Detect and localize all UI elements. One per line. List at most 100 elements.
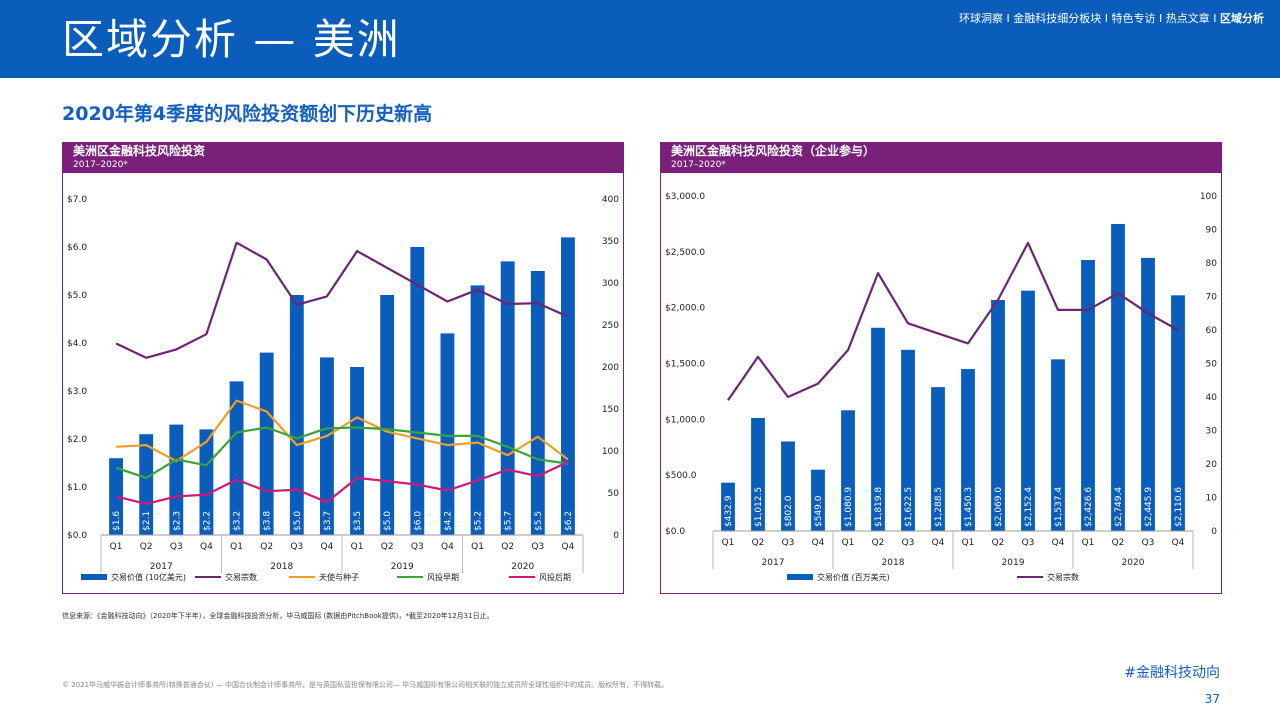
year-group-label: 2017 (762, 558, 785, 568)
series-line (115, 460, 569, 505)
x-tick-label: Q2 (501, 542, 514, 552)
year-group-label: 2019 (391, 562, 414, 572)
legend-label: 交易价值 (百万美元) (817, 572, 890, 582)
chart-title: 美洲区金融科技风险投资 (73, 144, 206, 158)
bar (440, 333, 455, 535)
nav-item[interactable]: 环球洞察 (959, 12, 1003, 25)
legend-swatch (787, 574, 813, 580)
nav-separator: I (1003, 12, 1014, 25)
top-nav: 环球洞察 I 金融科技细分板块 I 特色专访 I 热点文章 I 区域分析 (959, 10, 1264, 26)
bar (931, 387, 945, 531)
year-group-label: 2018 (882, 558, 905, 568)
page-number: 37 (1204, 692, 1220, 706)
bar (871, 327, 885, 531)
bar-data-label: $5.0 (383, 511, 393, 531)
legend-label: 交易宗数 (225, 572, 257, 582)
series-line (727, 241, 1179, 401)
bar-data-label: $1,450.3 (964, 487, 974, 527)
left-axis-tick-label: $4.0 (67, 339, 87, 349)
bar-data-label: $6.2 (564, 511, 574, 531)
nav-item[interactable]: 特色专访 (1111, 12, 1156, 25)
x-tick-label: Q1 (471, 542, 484, 552)
bar-data-label: $3.2 (233, 511, 243, 531)
right-axis-tick-label: 70 (1206, 293, 1218, 303)
hashtag-link[interactable]: #金融科技动向 (1124, 665, 1220, 681)
x-tick-label: Q3 (782, 538, 795, 548)
bar-data-label: $2.2 (202, 511, 212, 531)
right-axis-tick-label: 10 (1206, 494, 1218, 504)
nav-item[interactable]: 区域分析 (1220, 12, 1264, 25)
bar (139, 434, 154, 535)
nav-separator: I (1101, 12, 1112, 25)
chart-header: 美洲区金融科技风险投资（企业参与） 2017–2020* (661, 143, 1221, 173)
bar-data-label: $5.2 (474, 511, 484, 531)
x-tick-label: Q4 (441, 542, 454, 552)
bar-data-label: $1,819.8 (874, 487, 884, 527)
x-tick-label: Q1 (351, 542, 364, 552)
section-subtitle: 2020年第4季度的风险投资额创下历史新高 (62, 103, 433, 125)
nav-item[interactable]: 金融科技细分板块 (1013, 12, 1102, 25)
x-tick-label: Q3 (1142, 538, 1155, 548)
x-tick-label: Q4 (812, 538, 825, 548)
right-axis-tick-label: 0 (613, 531, 619, 541)
bar (259, 352, 274, 535)
legend-label: 风投早期 (427, 572, 459, 582)
legend-label: 风投后期 (539, 572, 571, 582)
x-tick-label: Q2 (872, 538, 885, 548)
chart-canvas: $0.0 $1.0 $2.0 $3.0 $4.0 $5.0 $6.0 $7.0 0 50 100 15… (67, 195, 619, 582)
bar-data-label: $549.0 (814, 495, 824, 527)
bar-data-label: $432.9 (724, 495, 734, 527)
bar (811, 469, 825, 531)
bar-data-label: $2,749.4 (1114, 487, 1124, 527)
x-tick-label: Q4 (321, 542, 334, 552)
bar-data-label: $5.0 (293, 511, 303, 531)
chart-panel-corporate-vc: 美洲区金融科技风险投资（企业参与） 2017–2020* $0.0 $500.0 $… (660, 142, 1222, 594)
bar-data-label: $5.7 (504, 511, 514, 531)
left-axis-tick-label: $5.0 (67, 291, 87, 301)
bar (350, 367, 364, 535)
left-axis-tick-label: $0.0 (67, 531, 87, 541)
bar-data-label: $3.7 (323, 511, 333, 531)
legend-label: 天使与种子 (319, 572, 359, 582)
chart-title: 美洲区金融科技风险投资（企业参与） (671, 144, 876, 158)
legend-label: 交易价值 (10亿美元) (111, 572, 186, 582)
year-group-label: 2020 (1122, 558, 1145, 568)
right-axis-tick-label: 100 (602, 447, 619, 457)
nav-item[interactable]: 热点文章 (1165, 12, 1210, 25)
left-axis-tick-label: $1.0 (67, 483, 87, 493)
bar-data-label: $2,445.9 (1144, 487, 1154, 527)
bar-data-label: $2,426.6 (1084, 487, 1094, 527)
bar-data-label: $6.0 (413, 511, 423, 531)
x-tick-label: Q4 (932, 538, 945, 548)
bar-data-label: $2.3 (172, 511, 182, 531)
right-axis-tick-label: 90 (1206, 226, 1218, 236)
bar-data-label: $3.8 (263, 511, 273, 531)
bar (1051, 359, 1065, 531)
nav-separator: I (1155, 12, 1166, 25)
x-tick-label: Q1 (1082, 538, 1095, 548)
series-line (115, 241, 569, 359)
left-axis-tick-label: $1,500.0 (665, 360, 705, 370)
x-tick-label: Q2 (752, 538, 765, 548)
bar (199, 429, 214, 535)
bar-data-label: $2.1 (142, 511, 152, 531)
year-group-label: 2020 (511, 562, 534, 572)
bar (1111, 223, 1125, 531)
bar (470, 285, 485, 535)
bar (751, 417, 765, 531)
right-axis-tick-label: 100 (1200, 192, 1217, 202)
copyright-note: © 2021毕马威华振会计师事务所(特殊普通合伙) — 中国合伙制会计师事务所，… (62, 681, 669, 689)
bar-data-label: $1,537.4 (1054, 487, 1064, 527)
x-tick-label: Q4 (1052, 538, 1065, 548)
bar-data-label: $1,012.5 (754, 487, 764, 527)
legend-label: 交易宗数 (1047, 572, 1079, 582)
right-axis-tick-label: 0 (1211, 527, 1217, 537)
legend-swatch (81, 574, 107, 580)
series-line (115, 426, 569, 479)
right-axis-tick-label: 250 (602, 321, 619, 331)
x-tick-label: Q3 (170, 542, 183, 552)
x-tick-label: Q1 (110, 542, 123, 552)
chart-header: 美洲区金融科技风险投资 2017–2020* (63, 143, 623, 173)
x-tick-label: Q1 (842, 538, 855, 548)
left-axis-tick-label: $500.0 (665, 471, 697, 481)
